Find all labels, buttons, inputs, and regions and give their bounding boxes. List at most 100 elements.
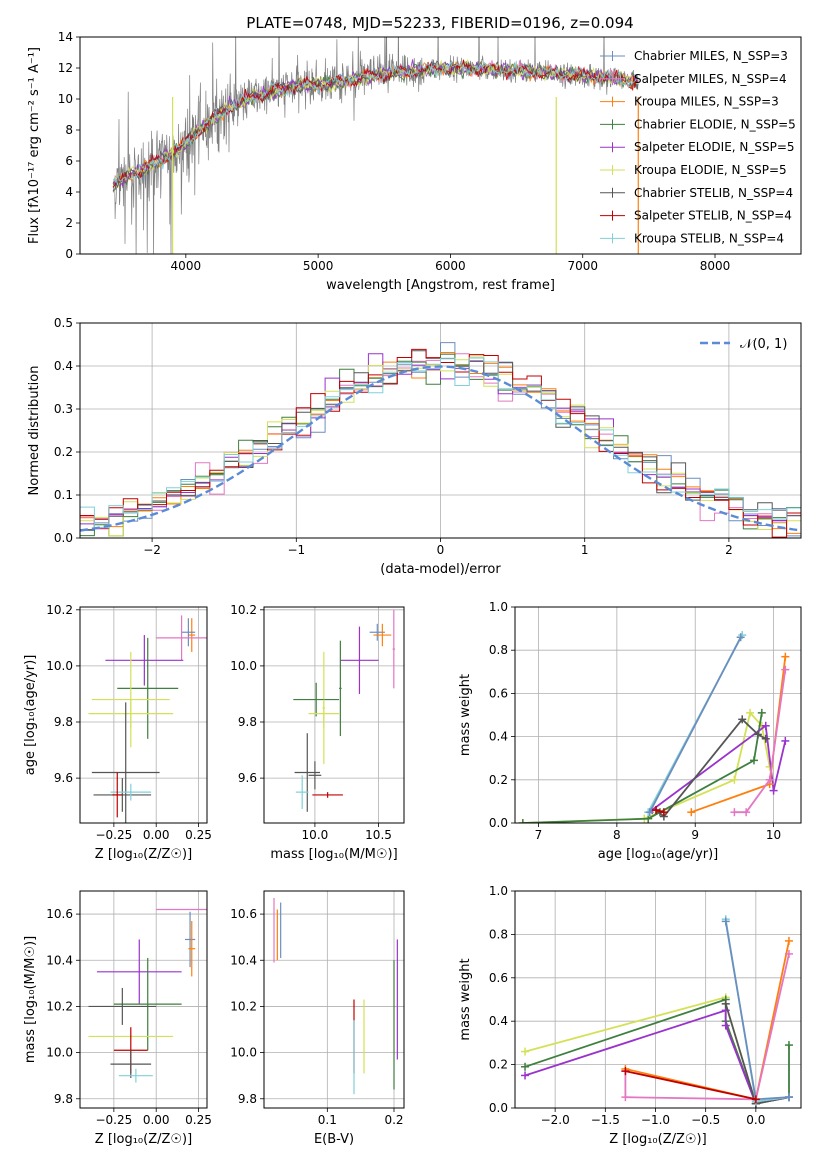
x-tick-label: 0.00 (143, 828, 170, 842)
panel-mw_vs_Z: −2.0 −1.5 −1.0 −0.5 0.0 0.0 0.2 0.4 0.6 0.8 1.0 Z [… (458, 884, 802, 1147)
weight-series-line (651, 724, 787, 811)
x-tick-label: 5000 (303, 259, 334, 273)
y-tick-label: 9.6 (238, 771, 257, 785)
model-spectrum (112, 59, 639, 188)
legend: Chabrier MILES, N_SSP=3 Salpeter MILES, N… (600, 49, 796, 245)
legend-label: Chabrier STELIB, N_SSP=4 (634, 186, 793, 200)
y-tick-label: 0.8 (489, 643, 508, 657)
axes-frame (79, 606, 208, 824)
y-tick-label: 9.8 (54, 715, 73, 729)
axes-frame (79, 890, 208, 1109)
y-axis-label: mass weight (458, 674, 473, 756)
plot-area (112, 37, 639, 254)
panel-mw_vs_age: 7 8 9 10 0.0 0.2 0.4 0.6 0.8 1.0 age [log₁₀(age/yr… (458, 600, 802, 862)
normal-curve (80, 365, 801, 532)
x-axis-label: Z [log₁₀(Z/Z☉)] (95, 847, 192, 862)
model-spectrum (112, 58, 638, 192)
legend-label: 𝒩(0, 1) (740, 337, 787, 352)
y-tick-label: 10.6 (46, 907, 73, 921)
y-tick-label: 0.6 (489, 686, 508, 700)
x-axis-label: E(B-V) (314, 1132, 354, 1147)
axes-frame (514, 606, 802, 824)
y-tick-label: 10.6 (230, 907, 257, 921)
y-tick-label: 10.0 (230, 1046, 257, 1060)
x-tick-label: 1 (581, 543, 589, 557)
plot-area (518, 631, 790, 823)
y-tick-label: 0.0 (489, 816, 508, 830)
weight-series-line (649, 636, 742, 813)
model-spectrum (112, 61, 639, 187)
weight-series-line (522, 712, 763, 823)
y-tick-label: 9.8 (54, 1092, 73, 1106)
x-tick-label: 4000 (171, 259, 202, 273)
y-tick-label: 0.4 (54, 359, 73, 373)
x-tick-label: 8 (613, 828, 621, 842)
model-spectrum (112, 58, 639, 192)
y-tick-label: 4 (65, 185, 73, 199)
y-tick-label: 10.2 (230, 603, 257, 617)
x-tick-label: −0.25 (95, 828, 132, 842)
model-spectrum (112, 59, 639, 183)
observed-spectrum (112, 37, 639, 254)
figure-title: PLATE=0748, MJD=52233, FIBERID=0196, z=0… (246, 14, 633, 32)
y-tick-label: 9.8 (238, 1092, 257, 1106)
x-tick-label: −0.25 (95, 1113, 132, 1127)
y-tick-label: 2 (65, 216, 73, 230)
y-tick-label: 0.0 (489, 1101, 508, 1115)
x-tick-label: 0.1 (318, 1113, 337, 1127)
legend-label: Salpeter STELIB, N_SSP=4 (634, 209, 792, 223)
legend-label: Kroupa MILES, N_SSP=3 (634, 95, 779, 109)
y-tick-label: 0.0 (54, 531, 73, 545)
weight-series-line (724, 921, 790, 1101)
axes-frame (514, 890, 802, 1109)
x-tick-label: 0 (437, 543, 445, 557)
y-tick-label: 0.2 (489, 1058, 508, 1072)
y-tick-label: 10.4 (46, 953, 73, 967)
y-tick-label: 14 (58, 30, 73, 44)
x-tick-label: 8000 (700, 259, 731, 273)
y-tick-label: 10.2 (46, 603, 73, 617)
y-tick-label: 9.8 (238, 715, 257, 729)
y-tick-label: 0.4 (489, 1014, 508, 1028)
x-axis-label: age [log₁₀(age/yr)] (598, 847, 719, 862)
panel-residuals: −2 −1 0 1 2 0.0 0.1 0.2 0.3 0.4 0.5 (data-model)/er… (27, 316, 802, 577)
model-spectrum (112, 61, 639, 184)
y-tick-label: 10.0 (230, 659, 257, 673)
y-tick-label: 0.4 (489, 730, 508, 744)
y-tick-label: 0.3 (54, 402, 73, 416)
panel-age_vs_Z: −0.25 0.00 0.25 9.6 9.8 10.0 10.2 Z [log₁₀(Z/Z☉… (23, 603, 212, 862)
x-tick-label: −0.5 (691, 1113, 720, 1127)
weight-series-line (625, 1070, 756, 1101)
x-tick-label: −1.5 (591, 1113, 620, 1127)
x-tick-label: −1 (287, 543, 305, 557)
panel-age_vs_mass: 10.0 10.5 9.6 9.8 10.0 10.2 mass [log₁₀(M/M☉)] (230, 603, 405, 862)
x-tick-label: 10.0 (302, 828, 329, 842)
x-axis-label: wavelength [Angstrom, rest frame] (326, 278, 555, 293)
panel-mass_vs_ebv: 0.1 0.2 9.8 10.0 10.2 10.4 10.6 E(B-V) (230, 890, 405, 1147)
y-axis-label: Normed distribution (27, 366, 42, 496)
x-tick-label: 7000 (567, 259, 598, 273)
y-tick-label: 0.2 (489, 773, 508, 787)
x-tick-label: 2 (725, 543, 733, 557)
y-axis-label: Flux [fλ10⁻¹⁷ erg cm⁻² s⁻¹ A⁻¹] (27, 47, 42, 244)
y-tick-label: 10.0 (46, 659, 73, 673)
x-tick-label: 7 (535, 828, 543, 842)
panel-spectrum: 4000 5000 6000 7000 8000 0 2 4 6 8 10 12 14 wavelengt… (27, 30, 802, 293)
y-tick-label: 10.2 (230, 999, 257, 1013)
weight-series-line (724, 919, 790, 1103)
weight-series-line (734, 669, 787, 814)
x-axis-label: (data-model)/error (380, 562, 501, 577)
y-tick-label: 10 (58, 92, 73, 106)
model-spectrum (112, 61, 639, 191)
legend-label: Chabrier ELODIE, N_SSP=5 (634, 117, 796, 131)
plot-area (88, 908, 207, 1083)
legend: 𝒩(0, 1) (700, 337, 787, 352)
y-tick-label: 1.0 (489, 884, 508, 898)
y-tick-label: 6 (65, 154, 73, 168)
y-tick-label: 0.5 (54, 316, 73, 330)
axes-frame (79, 322, 802, 539)
plot-area (80, 342, 801, 538)
y-tick-label: 10.2 (46, 999, 73, 1013)
plot-area (273, 897, 398, 1095)
